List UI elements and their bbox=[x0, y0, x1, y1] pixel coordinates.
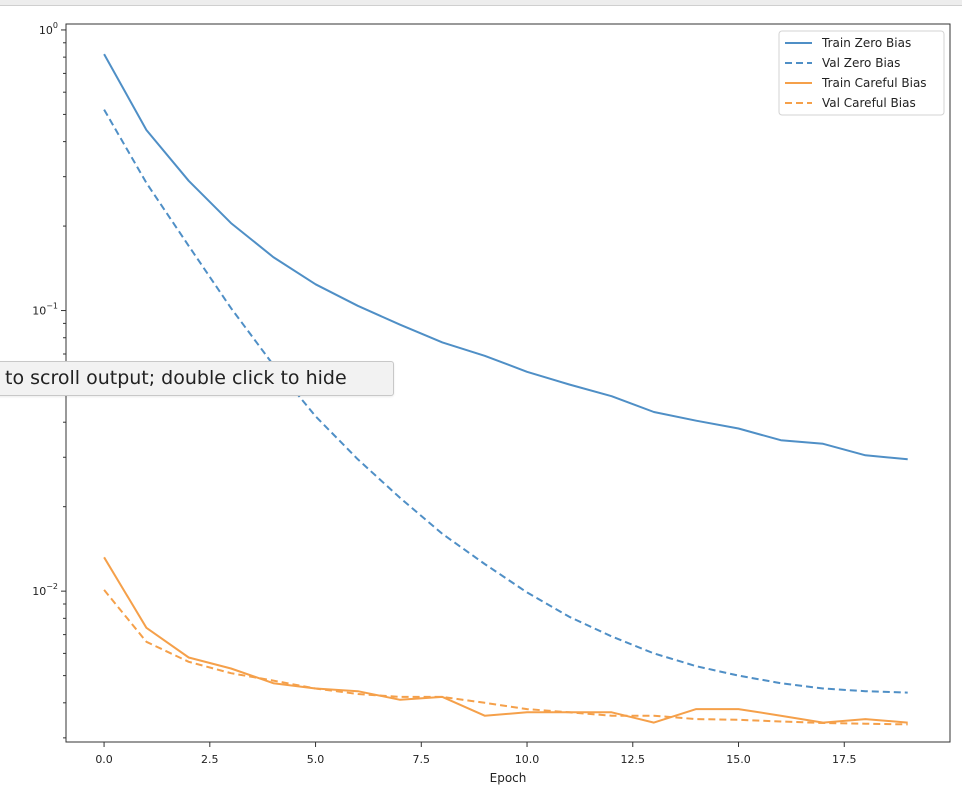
y-tick-label: 10−1 bbox=[32, 302, 58, 318]
series-lines bbox=[103, 53, 908, 726]
legend: Train Zero Bias Val Zero Bias Train Carefu… bbox=[778, 30, 945, 116]
series-line-val-careful-bias bbox=[103, 589, 908, 726]
tooltip-text: to scroll output; double click to hide bbox=[5, 367, 347, 389]
x-tick-label: 15.0 bbox=[726, 753, 751, 766]
x-tick-label: 0.0 bbox=[95, 753, 113, 766]
y-axis: 100 10−1 10−2 bbox=[32, 21, 66, 598]
series-line-train-careful-bias bbox=[103, 556, 908, 724]
x-tick-label: 17.5 bbox=[832, 753, 857, 766]
series-line-train-zero-bias bbox=[103, 53, 908, 461]
x-tick-label: 10.0 bbox=[515, 753, 540, 766]
x-tick-label: 7.5 bbox=[413, 753, 431, 766]
x-tick-label: 5.0 bbox=[307, 753, 325, 766]
y-tick-label: 100 bbox=[39, 21, 58, 37]
output-top-border bbox=[0, 0, 962, 6]
x-tick-label: 2.5 bbox=[201, 753, 219, 766]
x-tick-label: 12.5 bbox=[621, 753, 646, 766]
scroll-hint-tooltip[interactable]: to scroll output; double click to hide bbox=[0, 361, 394, 396]
y-minor-ticks bbox=[63, 42, 66, 739]
legend-box bbox=[778, 30, 945, 116]
x-axis: 0.0 2.5 5.0 7.5 10.0 12.5 15.0 17.5 bbox=[95, 742, 857, 766]
series-line-val-zero-bias bbox=[103, 109, 908, 694]
legend-label: Val Zero Bias bbox=[822, 56, 900, 70]
y-tick-label: 10−2 bbox=[32, 582, 58, 598]
legend-label: Train Zero Bias bbox=[821, 36, 911, 50]
x-axis-label: Epoch bbox=[490, 771, 527, 785]
legend-label: Val Careful Bias bbox=[822, 96, 916, 110]
legend-label: Train Careful Bias bbox=[821, 76, 927, 90]
